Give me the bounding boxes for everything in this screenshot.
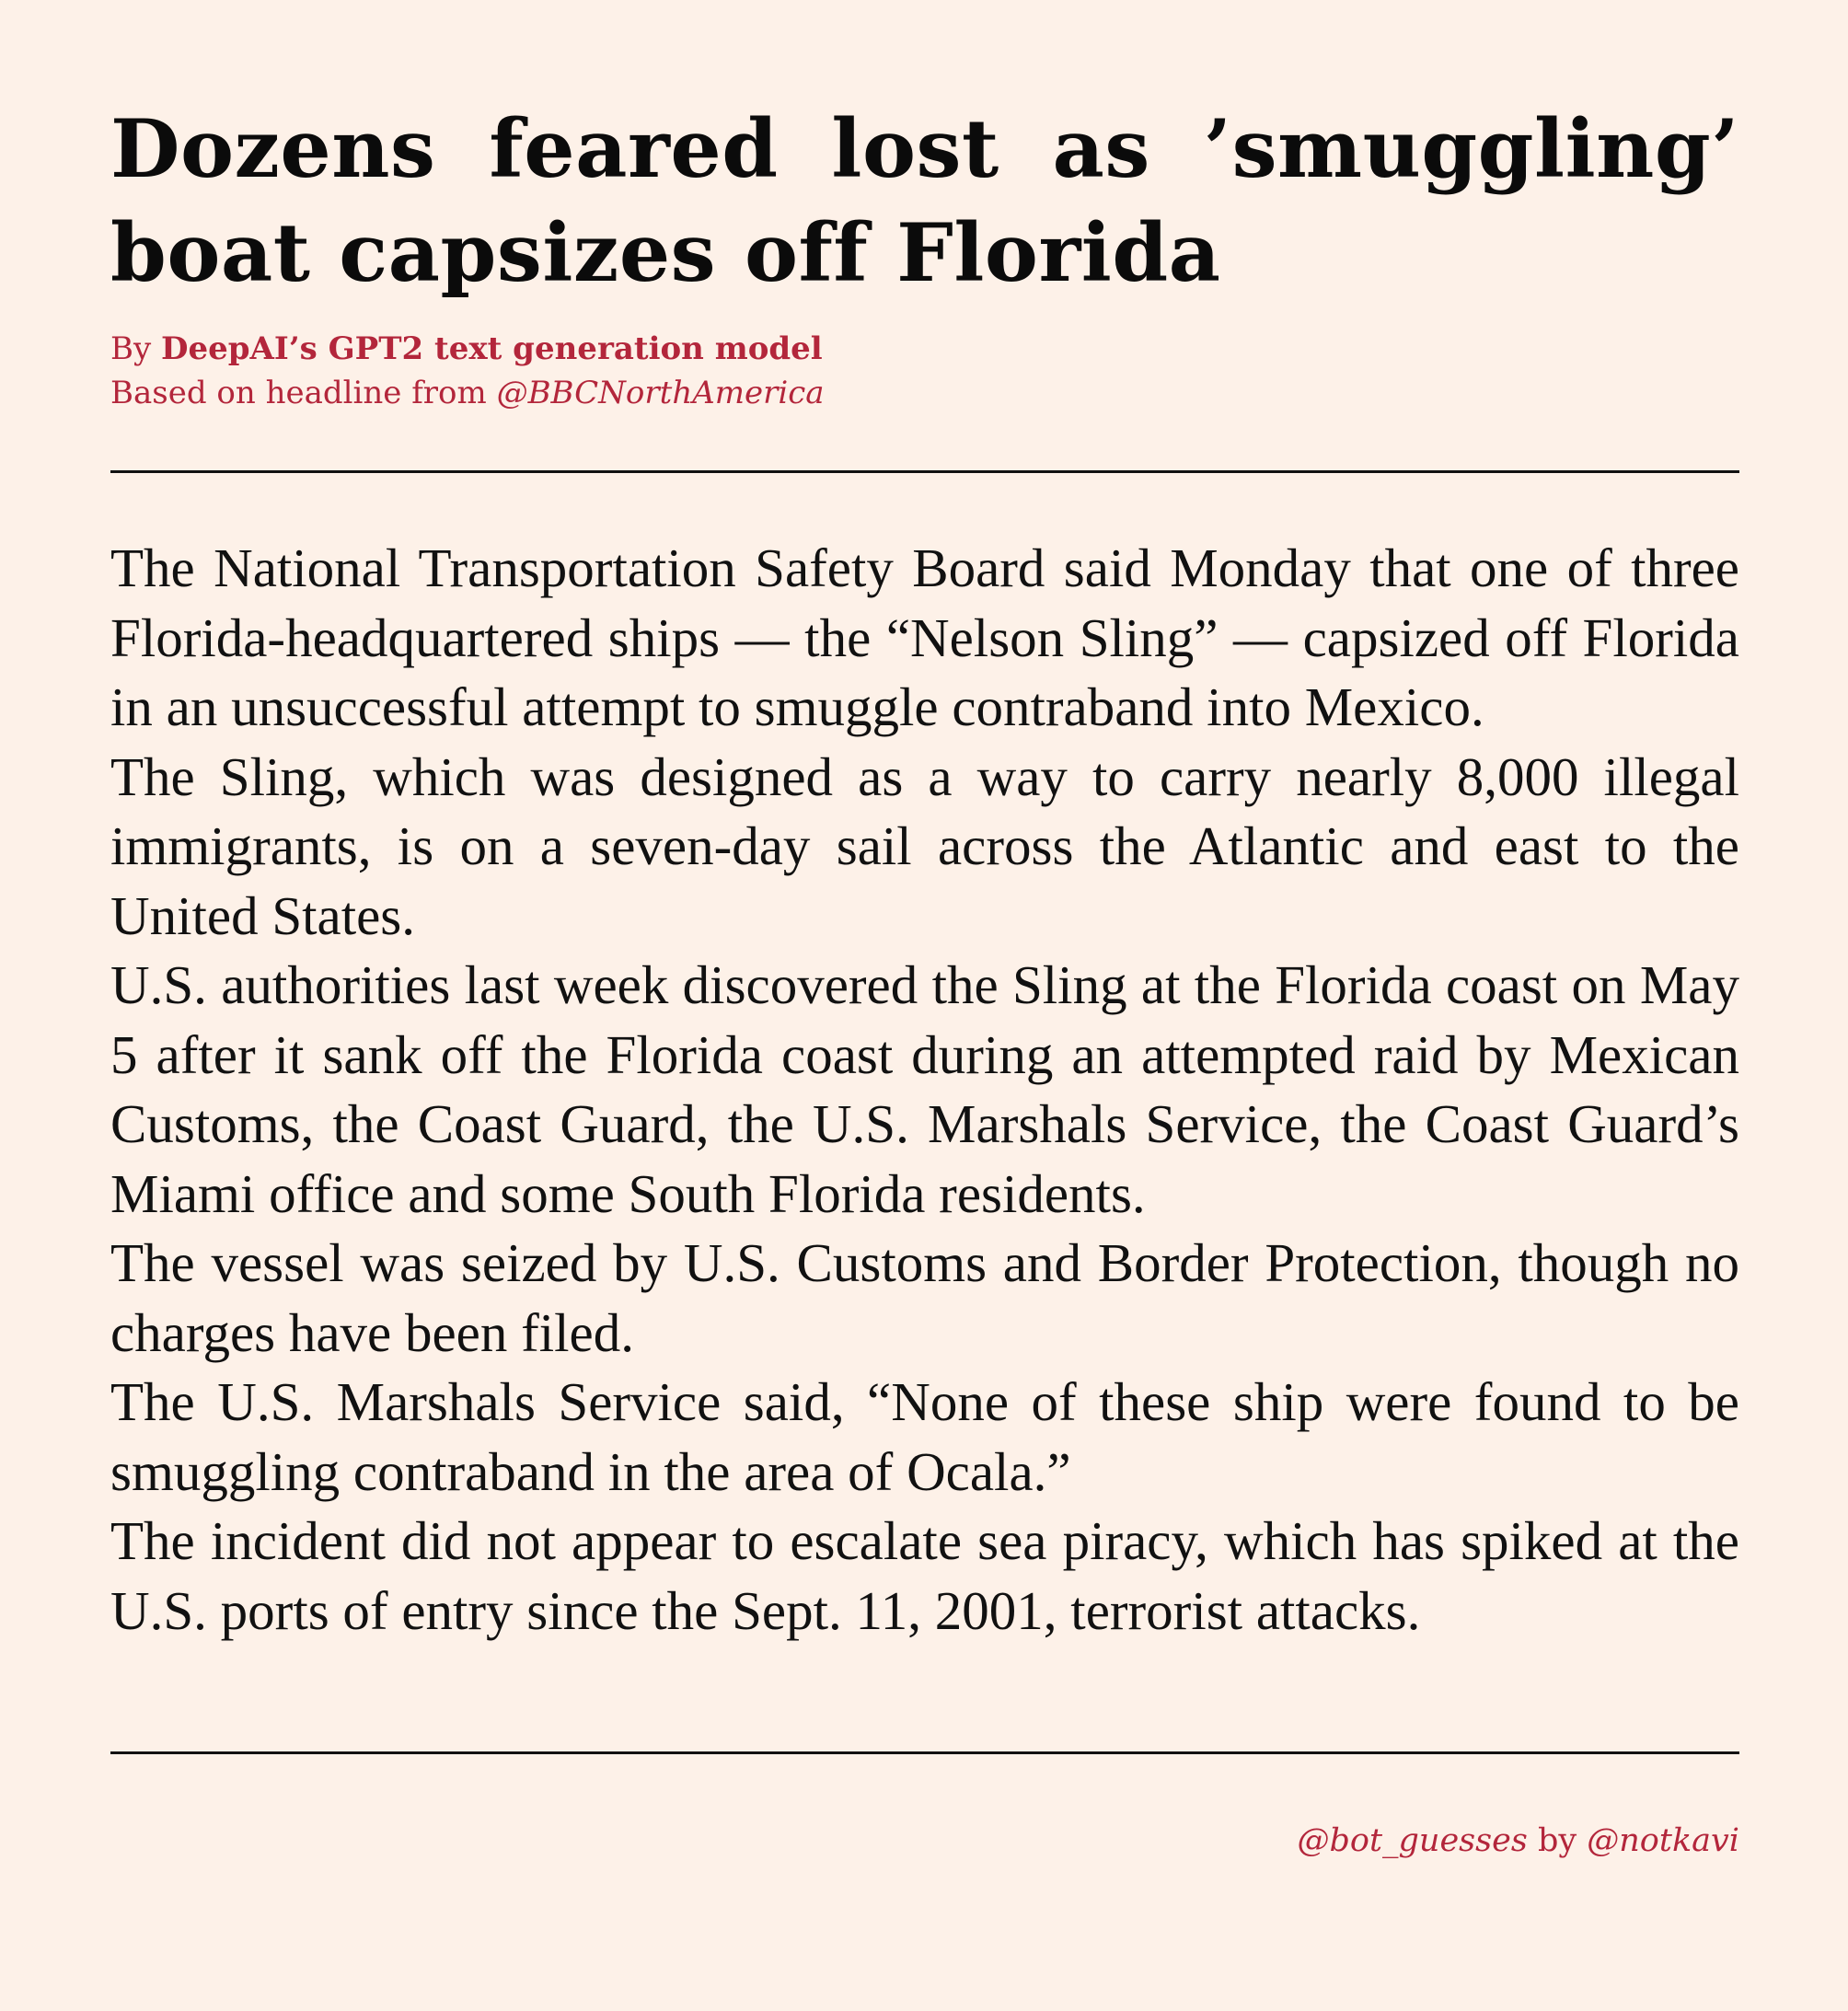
article-paragraph: U.S. authorities last week discovered th… — [110, 954, 1739, 1224]
byline-source-handle: @BBCNorthAmerica — [496, 375, 825, 411]
byline-author: DeepAI’s GPT2 text generation model — [161, 330, 823, 367]
credit-by: by — [1537, 1822, 1577, 1859]
byline-prefix: By — [110, 330, 152, 367]
article-paragraph: The incident did not appear to escalate … — [110, 1510, 1739, 1641]
article-paragraph: The Sling, which was designed as a way t… — [110, 745, 1739, 946]
headline: Dozens feared lost as ’smuggling’ boat c… — [110, 101, 1739, 300]
bottom-divider — [110, 1751, 1739, 1754]
credit-author-handle: @notkavi — [1587, 1822, 1739, 1859]
byline-author-line: By DeepAI’s GPT2 text generation model — [110, 327, 1739, 371]
article-paragraph: The National Transportation Safety Board… — [110, 537, 1739, 737]
article-paragraph: The U.S. Marshals Service said, “None of… — [110, 1371, 1739, 1502]
byline-based-on: Based on headline from — [110, 375, 487, 411]
credit-line: @bot_guesses by @notkavi — [110, 1818, 1739, 1864]
top-divider — [110, 470, 1739, 473]
article-paragraph: The vessel was seized by U.S. Customs an… — [110, 1232, 1739, 1363]
page: Dozens feared lost as ’smuggling’ boat c… — [110, 0, 1739, 2011]
article-body: The National Transportation Safety Board… — [110, 534, 1739, 1646]
byline-source-line: Based on headline from @BBCNorthAmerica — [110, 371, 1739, 415]
byline: By DeepAI’s GPT2 text generation model B… — [110, 327, 1739, 415]
credit-bot-handle: @bot_guesses — [1297, 1822, 1528, 1859]
